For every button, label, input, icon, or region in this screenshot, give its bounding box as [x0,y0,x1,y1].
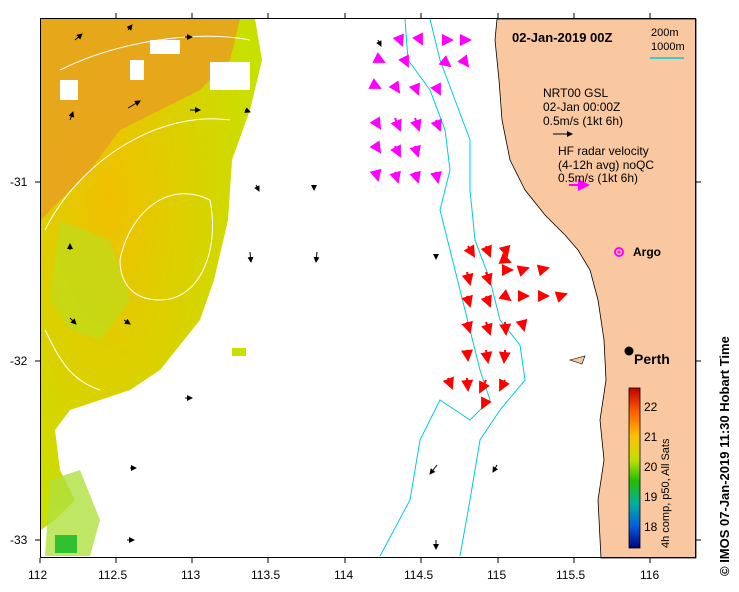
x-tick-label: 115.5 [556,568,586,582]
land-mass [494,18,697,559]
credit-text: © IMOS 07-Jan-2019 11:30 Hobart Time [717,336,732,576]
y-tick-label: -32 [10,354,28,368]
sst-field [41,19,262,556]
perth-dot [624,346,634,356]
x-tick-label: 112.5 [98,568,128,582]
colorbar-tick: 19 [644,490,658,504]
perth-label: Perth [634,351,670,367]
colorbar-tick: 22 [644,400,658,414]
colorbar-tick: 18 [644,520,658,534]
depth-1000m-label: 1000m [651,41,685,53]
depth-200m-label: 200m [651,27,679,39]
radar-legend-line1: HF radar velocity [558,144,649,158]
model-legend-line1: NRT00 GSL [543,86,609,100]
colorbar-scale [628,387,641,549]
axis-ticks [35,13,701,563]
radar-legend-line2: (4-12h avg) noQC [558,158,655,172]
x-tick-label: 113 [181,568,201,582]
argo-label: Argo [633,245,661,259]
date-title: 02-Jan-2019 00Z [512,30,613,45]
radar-arrows-magenta [368,32,472,184]
colorbar-tick: 21 [644,430,658,444]
model-legend-line2: 02-Jan 00:00Z [543,100,621,114]
isobaths [379,18,526,557]
radar-legend-line3: 0.5m/s (1kt 6h) [558,171,639,185]
x-tick-label: 113.5 [251,568,281,582]
colorbar-tick: 20 [644,460,658,474]
model-velocity-arrows [67,24,499,550]
y-tick-label: -33 [10,533,28,547]
x-tick-label: 116 [640,568,660,582]
map-frame [40,18,696,558]
y-tick-label: -31 [10,175,28,189]
x-tick-label: 114 [334,568,354,582]
x-tick-label: 114.5 [404,568,434,582]
model-legend-line3: 0.5m/s (1kt 6h) [543,114,624,128]
rottnest-island [568,355,586,365]
colorbar-label: 4h comp, p50, All Sats [660,438,672,548]
radar-arrows-red [442,244,568,410]
x-tick-label: 112 [28,568,48,582]
argo-marker [614,247,624,257]
x-tick-label: 115 [487,568,507,582]
